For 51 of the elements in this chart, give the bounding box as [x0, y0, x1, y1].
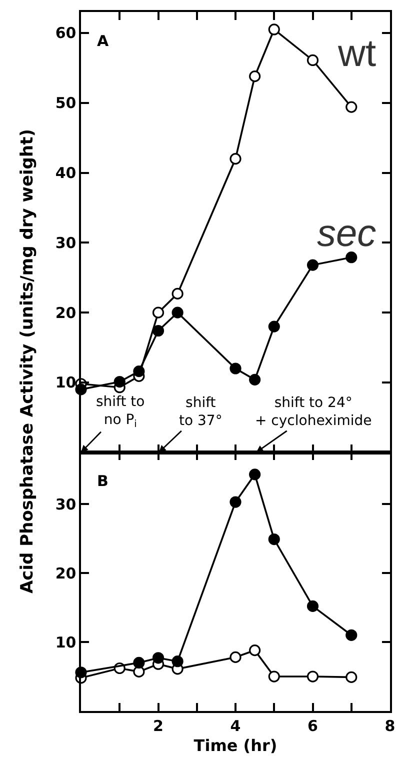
annotation: shift to no P$_{i}$ [96, 394, 145, 430]
y-tick-label: 10 [55, 633, 76, 652]
point [306, 600, 319, 612]
point [346, 101, 358, 113]
y-tick-label: 30 [55, 234, 76, 252]
y-tick-label: 40 [55, 164, 76, 182]
x-tick-label: 6 [308, 716, 318, 735]
x-tick-label: 8 [384, 716, 396, 735]
point [268, 533, 280, 546]
point [230, 152, 242, 165]
point [152, 324, 164, 337]
point [249, 468, 261, 480]
y-tick-label: 50 [55, 94, 76, 112]
point [152, 652, 164, 664]
x-tick-label: 2 [153, 716, 164, 735]
point [230, 651, 242, 663]
y-tick-label: 20 [55, 564, 76, 582]
point [306, 259, 319, 271]
point [172, 288, 184, 300]
point [306, 54, 319, 66]
annotation: B [97, 472, 108, 490]
y-tick-label: 20 [55, 304, 76, 322]
point [346, 252, 358, 264]
legend-label: sec [317, 213, 376, 255]
x-axis-title: Time (hr) [194, 736, 278, 755]
point [133, 656, 145, 669]
y-tick-label: 60 [55, 24, 76, 42]
point [114, 376, 126, 388]
point [249, 644, 261, 656]
point [346, 671, 358, 684]
point [346, 629, 358, 641]
annotation: shift to 37° [179, 395, 222, 430]
legend-label: wt [337, 33, 376, 75]
point [172, 306, 184, 318]
annotation: shift to 24° + cycloheximide [255, 395, 372, 430]
point [172, 656, 184, 668]
annotation: A [97, 32, 109, 50]
y-axis-title: Acid Phosphatase Activity (units/mg dry weight) [18, 129, 38, 594]
point [268, 320, 280, 332]
point [249, 70, 261, 82]
point [249, 374, 261, 386]
point [133, 365, 145, 378]
point [268, 24, 280, 36]
point [268, 670, 280, 682]
point [230, 362, 242, 374]
y-tick-label: 30 [55, 495, 76, 514]
point [306, 670, 319, 682]
y-tick-label: 10 [55, 374, 76, 392]
point [230, 496, 242, 508]
point [152, 306, 164, 318]
x-tick-label: 4 [230, 716, 241, 735]
